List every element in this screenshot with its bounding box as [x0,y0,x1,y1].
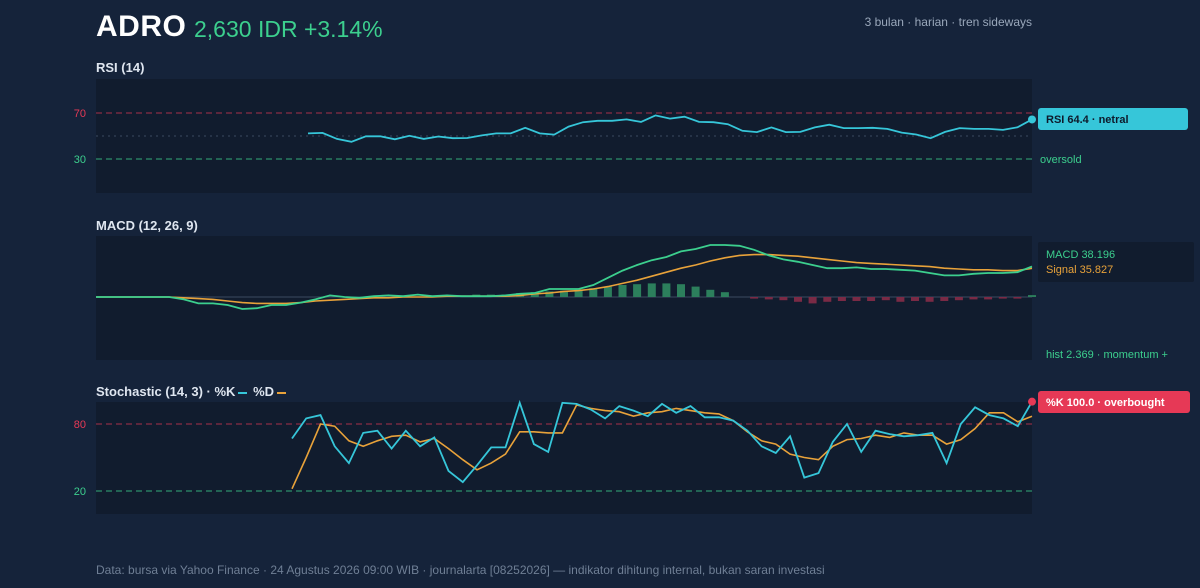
macd-panel [96,236,1032,360]
macd-histogram-bar [560,290,568,297]
period-subtitle: 3 bulan · harian · tren sideways [864,15,1032,29]
stoch-badge-text: %K 100.0 · overbought [1046,397,1165,409]
macd-histogram-bar [954,297,963,301]
macd-histogram-bar [794,297,802,302]
macd-histogram-bar [764,297,773,300]
macd-histogram-bar [633,284,642,297]
macd-histogram-bar [618,285,627,297]
macd-histogram-bar [589,288,598,297]
rsi-tick-70: 70 [74,108,86,120]
macd-legend-box [1038,242,1194,282]
macd-panel-title: MACD (12, 26, 9) [96,218,198,233]
rsi-panel-title: RSI (14) [96,60,145,75]
macd-histogram-bar [647,283,656,297]
footer-source: Data: bursa via Yahoo Finance · 24 Agust… [96,563,825,577]
macd-histogram-bar [896,297,905,302]
d-legend-swatch [277,391,287,394]
macd-histogram-bar [911,297,919,301]
rsi-badge-text: RSI 64.4 · netral [1046,114,1129,126]
stoch-d-line [291,404,1033,490]
macd-histogram-bar [881,297,890,301]
macd-histogram-bar [691,286,700,297]
stoch-title-d: %D [253,384,275,399]
stoch-panel [96,402,1032,514]
macd-histogram-bar [750,297,759,299]
macd-hist-label: hist 2.369 · momentum + [1046,349,1168,361]
macd-histogram-bar [545,291,554,297]
macd-series-line [96,244,1033,310]
rsi-badge [1038,108,1188,130]
macd-histogram-bar [1013,297,1022,299]
macd-histogram-bar [969,297,978,300]
rsi-last-point [1028,115,1036,124]
macd-histogram-bar [706,289,715,297]
macd-histogram-bar [823,297,832,302]
macd-histogram-bar [925,297,934,302]
macd-histogram-bar [984,297,993,300]
stoch-panel-title: Stochastic (14, 3) · %K %D [96,384,288,399]
macd-histogram-bar [1028,295,1036,297]
rsi-oversold-label: oversold [1040,154,1082,166]
stoch-tick-20: 20 [74,486,86,498]
macd-legend-value: MACD 38.196 [1046,249,1115,261]
macd-histogram-bar [808,297,817,304]
k-legend-swatch [238,391,248,394]
rsi-tick-30: 30 [74,154,86,166]
macd-histogram-bar [837,297,846,301]
stoch-last-point [1028,397,1036,406]
signal-legend-value: Signal 35.827 [1046,264,1113,276]
macd-histogram-bar [574,289,583,297]
price-change: 2,630 IDR +3.14% [194,16,383,42]
ticker-symbol: ADRO [96,10,187,43]
macd-histogram-bar [779,297,788,301]
macd-histogram-bar [677,284,685,297]
stoch-k-line [291,399,1033,484]
macd-histogram-bar [720,292,729,297]
macd-histogram-bar [662,283,671,297]
macd-histogram-bar [940,297,949,301]
rsi-series-line [307,114,1033,143]
stoch-tick-80: 80 [74,419,86,431]
macd-histogram-bar [603,286,612,297]
stoch-badge [1038,391,1190,413]
macd-histogram-bar [998,297,1007,299]
signal-series-line [96,253,1033,305]
macd-histogram-bar [867,297,876,301]
macd-histogram-bar [852,297,861,301]
stoch-title-k: Stochastic (14, 3) · %K [96,384,236,399]
